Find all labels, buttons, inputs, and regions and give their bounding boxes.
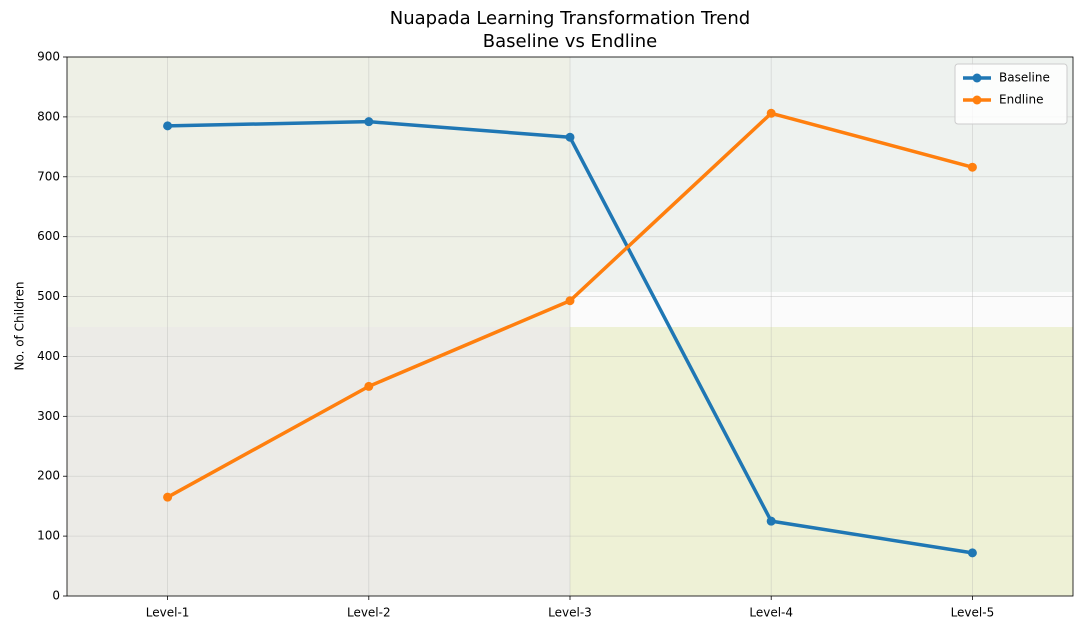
data-point	[967, 548, 977, 558]
x-tick-label: Level-4	[749, 606, 793, 620]
y-tick-label: 900	[37, 50, 60, 64]
y-tick-label: 500	[37, 289, 60, 303]
x-tick-label: Level-3	[548, 606, 592, 620]
x-tick-label: Level-2	[347, 606, 391, 620]
data-point	[565, 132, 575, 142]
chart-title: Nuapada Learning Transformation Trend	[390, 8, 750, 29]
legend-label: Baseline	[999, 71, 1050, 85]
photo-panel	[570, 327, 1073, 596]
data-point	[766, 516, 776, 526]
y-tick-label: 400	[37, 349, 60, 363]
data-point	[766, 108, 776, 118]
photo-panel	[570, 292, 1073, 327]
y-tick-label: 800	[37, 109, 60, 123]
data-point	[565, 296, 575, 306]
photo-panel	[67, 57, 570, 327]
x-tick-label: Level-1	[146, 606, 190, 620]
data-point	[163, 121, 173, 131]
y-tick-label: 200	[37, 469, 60, 483]
data-point	[163, 492, 173, 502]
chart-subtitle: Baseline vs Endline	[483, 31, 657, 52]
legend: Baseline Endline	[954, 63, 1068, 125]
legend-label: Endline	[999, 93, 1043, 107]
photo-panel	[67, 327, 570, 596]
data-point	[364, 381, 374, 391]
y-tick-label: 100	[37, 529, 60, 543]
y-tick-label: 300	[37, 409, 60, 423]
y-tick-label: 700	[37, 169, 60, 183]
y-tick-label: 0	[52, 589, 60, 603]
legend-marker	[972, 95, 982, 105]
data-point	[364, 117, 374, 127]
data-point	[967, 162, 977, 172]
y-tick-label: 600	[37, 229, 60, 243]
legend-marker	[972, 73, 982, 83]
y-axis-label: No. of Children	[13, 281, 27, 370]
x-tick-label: Level-5	[951, 606, 995, 620]
plot-frame	[66, 56, 1074, 597]
